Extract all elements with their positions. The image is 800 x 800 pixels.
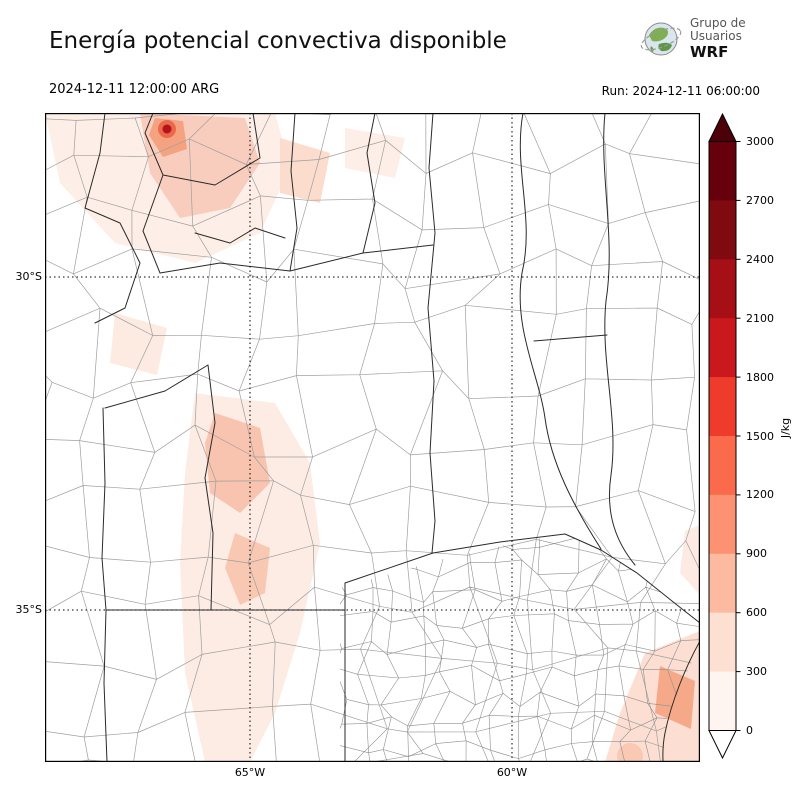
colorbar-tick-label: 1800 <box>746 370 774 384</box>
logo-line-2: Usuarios <box>690 29 742 44</box>
map-frame <box>45 113 700 762</box>
weather-map <box>45 113 700 762</box>
colorbar-ticks: 3000 2700 2400 2100 1800 1500 1200 900 600 300 0 <box>746 113 790 759</box>
colorbar-segment <box>709 553 736 614</box>
colorbar-tick-label: 2400 <box>746 252 774 266</box>
graticule-gridlines <box>45 113 700 762</box>
colorbar-tick-label: 900 <box>746 547 767 561</box>
logo-line-3: WRF <box>690 43 729 62</box>
colorbar-segment <box>709 377 736 437</box>
colorbar-segment <box>709 436 736 496</box>
lat-tick-30s: 30°S <box>15 270 42 283</box>
colorbar-segment <box>709 200 736 260</box>
colorbar-tick-label: 1200 <box>746 488 774 502</box>
valid-time-label: 2024-12-11 12:00:00 ARG <box>49 82 220 97</box>
wrf-logo: Grupo de Usuarios WRF <box>638 16 746 62</box>
colorbar <box>708 112 742 760</box>
lon-tick-65w: 65°W <box>234 766 266 779</box>
cape-shading <box>45 113 700 762</box>
colorbar-under-arrow <box>708 730 737 760</box>
page-title: Energía potencial convectiva disponible <box>49 28 507 54</box>
colorbar-tick-label: 2100 <box>746 311 774 325</box>
colorbar-segment <box>709 671 736 731</box>
globe-icon <box>640 22 682 56</box>
colorbar-tick-label: 3000 <box>746 135 774 148</box>
colorbar-segment <box>709 259 736 319</box>
colorbar-tick-label: 600 <box>746 606 767 620</box>
colorbar-units-label: J/kg <box>779 417 792 439</box>
colorbar-tick-label: 2700 <box>746 193 774 207</box>
lat-tick-35s: 35°S <box>15 603 42 616</box>
wrf-logo-text: Grupo de Usuarios WRF <box>690 15 746 62</box>
department-boundaries-mesh <box>45 113 700 762</box>
colorbar-tick-label: 1500 <box>746 429 774 443</box>
colorbar-segment <box>709 318 736 378</box>
colorbar-segment <box>709 612 736 672</box>
colorbar-segment <box>709 141 736 201</box>
colorbar-over-arrow <box>708 112 737 142</box>
lon-tick-60w: 60°W <box>496 766 528 779</box>
colorbar-tick-label: 0 <box>746 724 753 737</box>
run-time-label: Run: 2024-12-11 06:00:00 <box>601 84 760 98</box>
buenos-aires-partidos-mesh <box>340 534 700 762</box>
map-canvas <box>45 113 700 762</box>
colorbar-tick-label: 300 <box>746 665 767 679</box>
logo-line-1: Grupo de <box>690 15 746 30</box>
colorbar-segment <box>709 494 736 555</box>
